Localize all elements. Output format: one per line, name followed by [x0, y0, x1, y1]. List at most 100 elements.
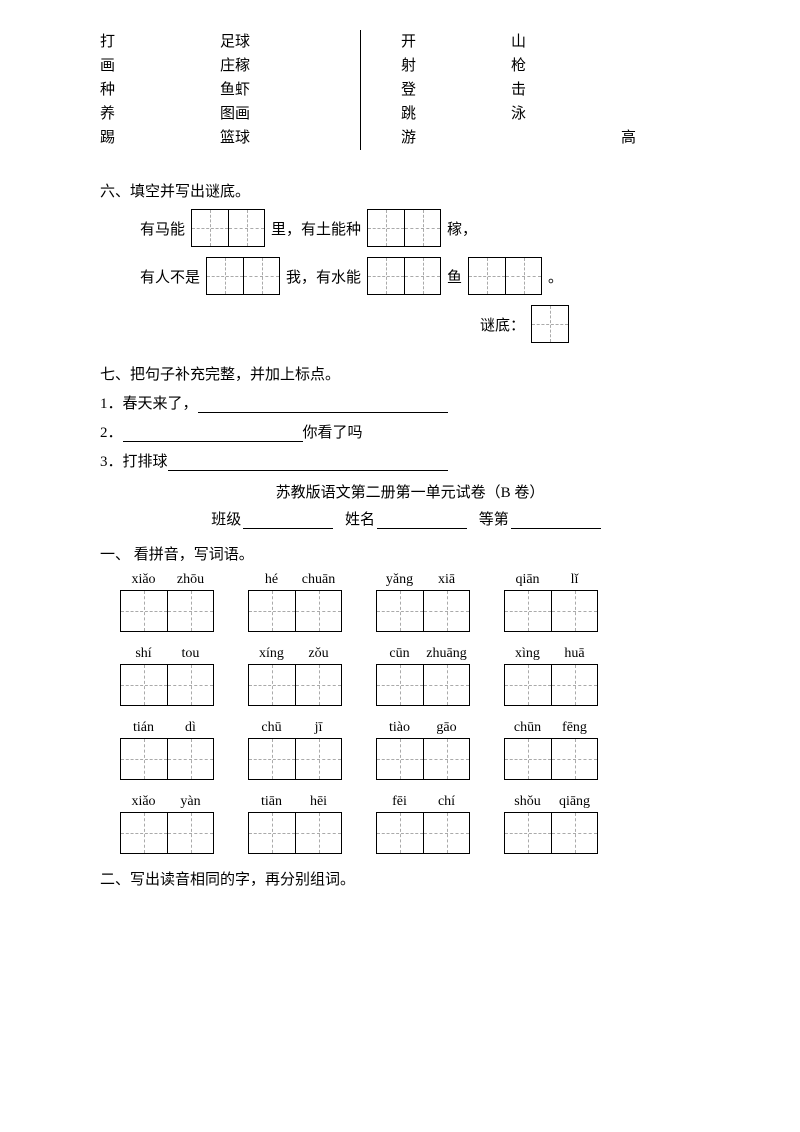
match-cell: 画: [100, 54, 220, 78]
pinyin-item: tiándì: [120, 720, 214, 780]
q7-1: 1．春天来了，: [100, 392, 720, 413]
class-label: 班级: [211, 512, 241, 528]
section6-title: 六、填空并写出谜底。: [100, 180, 720, 201]
match-cell: 种: [100, 78, 220, 102]
pinyin-item: tiàogāo: [376, 720, 470, 780]
match-cell: 山: [511, 30, 601, 54]
write-box[interactable]: [376, 738, 470, 780]
pinyin-label: xíngzǒu: [248, 646, 342, 662]
match-cell: 踢: [100, 126, 220, 150]
pinyin-label: xiǎozhōu: [120, 572, 214, 588]
pinyin-item: fēichí: [376, 794, 470, 854]
riddle-text: 有人不是: [140, 266, 200, 287]
name-label: 姓名: [345, 512, 375, 528]
pinyin-row: tiándì chūjī tiàogāo chūnfēng: [120, 720, 720, 780]
pinyin-label: tiándì: [120, 720, 214, 736]
match-cell: 篮球: [220, 126, 340, 150]
match-cell: 足球: [220, 30, 340, 54]
pinyin-label: tiàogāo: [376, 720, 470, 736]
fill-box[interactable]: [206, 257, 280, 295]
write-box[interactable]: [504, 738, 598, 780]
match-col-right-b: 山 枪 击 泳 高: [511, 30, 601, 150]
write-box[interactable]: [376, 590, 470, 632]
match-cell: 高: [621, 126, 636, 150]
pinyin-item: xiǎoyàn: [120, 794, 214, 854]
pinyin-label: héchuān: [248, 572, 342, 588]
riddle-line-1: 有马能 里，有土能种 稼，: [140, 209, 720, 247]
pinyin-item: xìnghuā: [504, 646, 598, 706]
write-box[interactable]: [504, 812, 598, 854]
match-cell: 养: [100, 102, 220, 126]
pinyin-label: yǎngxiā: [376, 572, 470, 588]
fill-box[interactable]: [191, 209, 265, 247]
pinyin-item: xíngzǒu: [248, 646, 342, 706]
match-cell: 庄稼: [220, 54, 340, 78]
blank-line[interactable]: [123, 423, 303, 442]
pinyin-label: tiānhēi: [248, 794, 342, 810]
pinyin-label: shǒuqiāng: [504, 794, 598, 810]
answer-box[interactable]: [531, 305, 569, 343]
pinyin-item: chūjī: [248, 720, 342, 780]
rank-blank[interactable]: [511, 510, 601, 529]
class-blank[interactable]: [243, 510, 333, 529]
answer-label: 谜底：: [480, 314, 525, 335]
pinyin-row: xiǎozhōu héchuān yǎngxiā qiānlǐ: [120, 572, 720, 632]
pinyin-row: shítou xíngzǒu cūnzhuāng xìnghuā: [120, 646, 720, 706]
pinyin-label: shítou: [120, 646, 214, 662]
q7-2: 2． 你看了吗: [100, 421, 720, 442]
fill-box[interactable]: [468, 257, 542, 295]
pinyin-label: qiānlǐ: [504, 572, 598, 588]
pinyin-item: cūnzhuāng: [376, 646, 470, 706]
q-text: 2．: [100, 421, 123, 442]
match-cell: 图画: [220, 102, 340, 126]
match-cell: 跳: [401, 102, 511, 126]
q-text: 3．打排球: [100, 450, 168, 471]
pinyin-item: tiānhēi: [248, 794, 342, 854]
match-col-left-a: 打 画 种 养 踢: [100, 30, 220, 150]
pinyin-item: héchuān: [248, 572, 342, 632]
q-text: 你看了吗: [303, 421, 363, 442]
write-box[interactable]: [248, 664, 342, 706]
write-box[interactable]: [120, 590, 214, 632]
blank-line[interactable]: [198, 394, 448, 413]
match-col-left-b: 足球 庄稼 鱼虾 图画 篮球: [220, 30, 340, 150]
q-text: 1．春天来了，: [100, 392, 198, 413]
riddle-text: 。: [548, 266, 563, 287]
write-box[interactable]: [120, 812, 214, 854]
write-box[interactable]: [248, 590, 342, 632]
match-cell: 击: [511, 78, 601, 102]
fill-box[interactable]: [367, 209, 441, 247]
write-box[interactable]: [376, 664, 470, 706]
match-cell: 枪: [511, 54, 601, 78]
write-box[interactable]: [120, 664, 214, 706]
write-box[interactable]: [504, 664, 598, 706]
pinyin-row: xiǎoyàn tiānhēi fēichí shǒuqiāng: [120, 794, 720, 854]
match-col-right-a: 开 射 登 跳 游: [381, 30, 511, 150]
match-cell: 开: [401, 30, 511, 54]
pinyin-label: chūjī: [248, 720, 342, 736]
match-cell: 打: [100, 30, 220, 54]
pinyin-label: chūnfēng: [504, 720, 598, 736]
fill-box[interactable]: [367, 257, 441, 295]
riddle-answer-line: 谜底：: [480, 305, 720, 343]
pinyin-grid: xiǎozhōu héchuān yǎngxiā qiānlǐ shítou xíngzǒ…: [120, 572, 720, 854]
riddle-text: 稼，: [447, 218, 477, 239]
pinyin-label: xiǎoyàn: [120, 794, 214, 810]
pinyin-item: xiǎozhōu: [120, 572, 214, 632]
write-box[interactable]: [248, 738, 342, 780]
write-box[interactable]: [504, 590, 598, 632]
riddle-text: 鱼: [447, 266, 462, 287]
write-box[interactable]: [120, 738, 214, 780]
name-blank[interactable]: [377, 510, 467, 529]
paper-b-title: 苏教版语文第二册第一单元试卷（B 卷）: [100, 481, 720, 502]
pinyin-item: qiānlǐ: [504, 572, 598, 632]
write-box[interactable]: [248, 812, 342, 854]
match-cell: 登: [401, 78, 511, 102]
sectionB2-title: 二、写出读音相同的字，再分别组词。: [100, 868, 720, 889]
pinyin-label: fēichí: [376, 794, 470, 810]
match-cell: 游: [401, 126, 511, 150]
pinyin-item: yǎngxiā: [376, 572, 470, 632]
blank-line[interactable]: [168, 452, 448, 471]
riddle-text: 我，有水能: [286, 266, 361, 287]
write-box[interactable]: [376, 812, 470, 854]
